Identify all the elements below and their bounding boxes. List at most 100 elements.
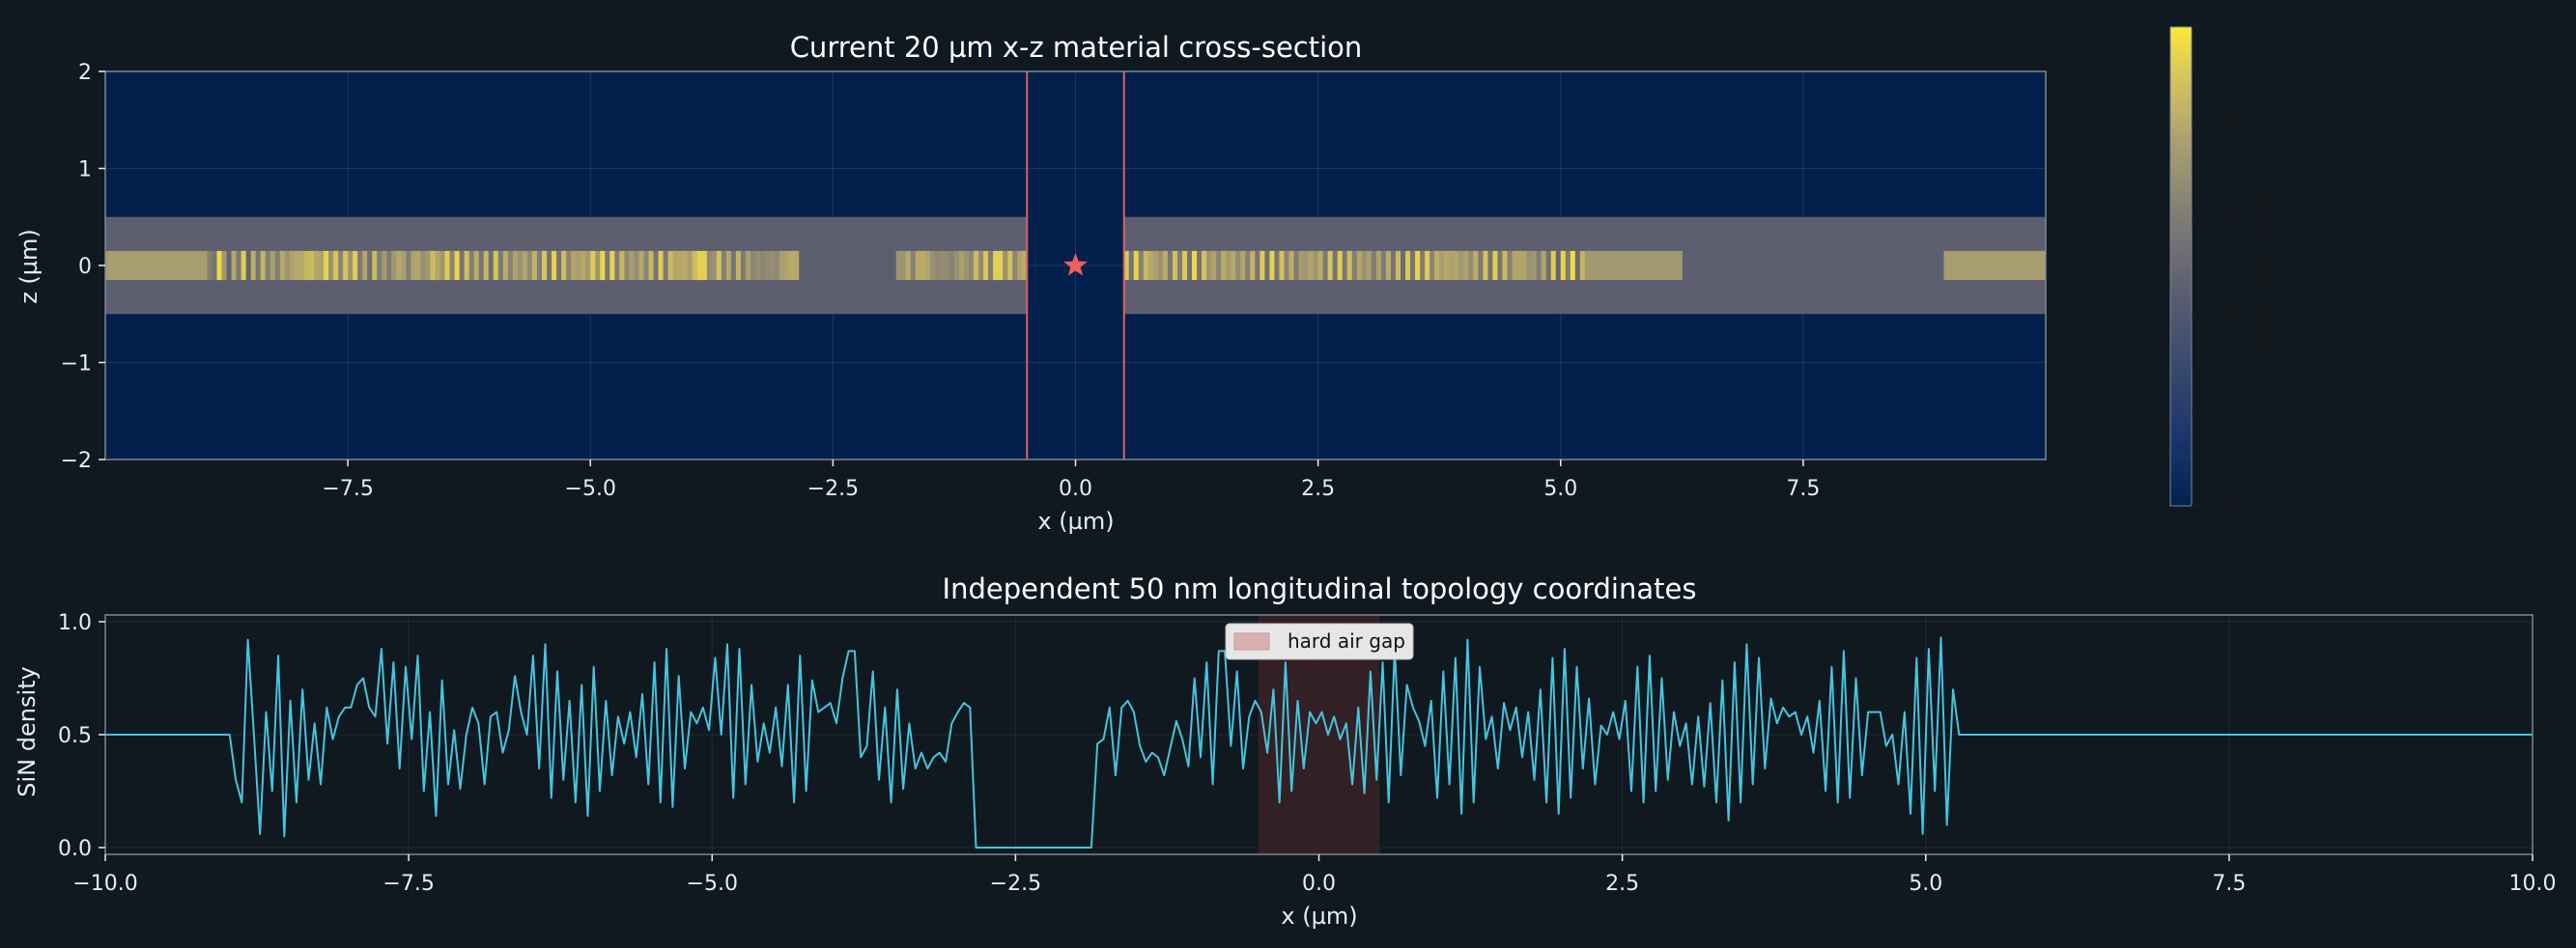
sin-strip-cell bbox=[1235, 250, 1241, 281]
sin-strip-cell bbox=[367, 250, 373, 281]
sin-strip-cell bbox=[852, 250, 859, 281]
sin-strip-cell bbox=[294, 250, 300, 281]
sin-strip-cell bbox=[1507, 250, 1514, 281]
cross-section-plot-area bbox=[104, 70, 2047, 460]
sin-strip-cell bbox=[1594, 250, 1600, 281]
sin-strip-cell bbox=[212, 250, 218, 281]
x-tick-label: 2.5 bbox=[1605, 872, 1639, 896]
sin-strip-cell bbox=[1653, 250, 1658, 281]
colorbar-tick-label: 2.0 bbox=[2209, 16, 2243, 41]
sin-strip-cell bbox=[1211, 250, 1217, 281]
sin-strip-cell bbox=[958, 250, 965, 281]
sin-strip-cell bbox=[804, 250, 809, 281]
sin-strip-cell bbox=[716, 250, 722, 281]
x-tick-label: −5.0 bbox=[687, 872, 738, 896]
sin-strip-cell bbox=[900, 250, 907, 281]
sin-strip-cell bbox=[1657, 250, 1663, 281]
sin-strip-cell bbox=[576, 250, 581, 281]
sin-strip-cell bbox=[1332, 250, 1339, 281]
sin-strip-cell bbox=[507, 250, 514, 281]
sin-strip-cell bbox=[1628, 250, 1634, 281]
sin-strip-cell bbox=[435, 250, 441, 281]
sin-strip-cell bbox=[1570, 250, 1576, 281]
sin-strip-cell bbox=[934, 250, 941, 281]
sin-strip-cell bbox=[619, 250, 626, 281]
sin-strip-cell bbox=[348, 250, 354, 281]
sin-strip-cell bbox=[910, 250, 917, 281]
sin-strip-cell bbox=[862, 250, 868, 281]
sin-strip-cell bbox=[1187, 250, 1193, 281]
sin-strip-cell bbox=[1468, 250, 1474, 281]
sin-strip-cell bbox=[1648, 250, 1654, 281]
sin-strip-cell bbox=[430, 250, 437, 281]
sin-strip-cell bbox=[677, 250, 684, 281]
sin-strip-cell bbox=[1624, 250, 1629, 281]
sin-strip-cell bbox=[1221, 250, 1227, 281]
sin-strip-cell bbox=[711, 250, 718, 281]
sin-strip-cell bbox=[269, 250, 276, 281]
sin-strip-cell bbox=[449, 250, 456, 281]
sin-strip-cell bbox=[915, 250, 921, 281]
sin-strip-cell bbox=[808, 250, 814, 281]
sin-strip-cell bbox=[721, 250, 727, 281]
sin-strip-cell bbox=[1395, 250, 1401, 281]
x-tick-label: 10.0 bbox=[2509, 872, 2557, 896]
sin-strip-cell bbox=[362, 250, 368, 281]
sin-strip-cell bbox=[735, 250, 742, 281]
density-panel: Independent 50 nm longitudinal topology … bbox=[14, 572, 2556, 930]
sin-strip-cell bbox=[1405, 250, 1411, 281]
sin-strip-uniform bbox=[105, 250, 208, 281]
sin-strip-cell bbox=[963, 250, 970, 281]
sin-strip-cell bbox=[357, 250, 363, 281]
sin-strip-cell bbox=[566, 250, 572, 281]
sin-strip-cell bbox=[406, 250, 412, 281]
sin-strip-cell bbox=[497, 250, 504, 281]
sin-strip-cell bbox=[988, 250, 994, 281]
sin-strip-cell bbox=[483, 250, 490, 281]
sin-strip-cell bbox=[983, 250, 989, 281]
sin-strip-cell bbox=[634, 250, 640, 281]
sin-strip-cell bbox=[775, 250, 780, 281]
x-tick-label: 0.0 bbox=[1302, 872, 1336, 896]
sin-strip-cell bbox=[512, 250, 519, 281]
sin-strip-cell bbox=[382, 250, 387, 281]
sin-strip-cell bbox=[260, 250, 267, 281]
x-tick-label: −2.5 bbox=[807, 477, 859, 501]
sin-density-line bbox=[105, 636, 2533, 849]
sin-strip-cell bbox=[425, 250, 432, 281]
sin-strip-cell bbox=[580, 250, 586, 281]
sin-strip-cell bbox=[552, 250, 557, 281]
sin-strip-cell bbox=[522, 250, 528, 281]
sin-strip-cell bbox=[1502, 250, 1509, 281]
y-tick-label: 0.0 bbox=[58, 837, 92, 861]
sin-strip-cell bbox=[1206, 250, 1212, 281]
sin-strip-cell bbox=[502, 250, 509, 281]
sin-strip-cell bbox=[1454, 250, 1459, 281]
x-tick-label: −7.5 bbox=[322, 477, 373, 501]
density-x-axis-label: x (µm) bbox=[1281, 903, 1357, 930]
sin-strip-cell bbox=[1385, 250, 1392, 281]
sin-strip-cell bbox=[1342, 250, 1348, 281]
y-tick-label: 1.0 bbox=[58, 611, 92, 635]
density-y-ticks: 1.0 0.5 0.0 bbox=[58, 611, 105, 861]
sin-strip-cell bbox=[1434, 250, 1440, 281]
sin-strip-cell bbox=[1128, 250, 1135, 281]
sin-strip-cell bbox=[770, 250, 776, 281]
sin-strip-cell bbox=[779, 250, 785, 281]
sin-strip-cell bbox=[1463, 250, 1469, 281]
sin-strip-cell bbox=[929, 250, 936, 281]
sin-strip-cell bbox=[1415, 250, 1421, 281]
sin-strip-cell bbox=[1255, 250, 1260, 281]
sin-strip-cell bbox=[333, 250, 339, 281]
sin-strip-cell bbox=[740, 250, 747, 281]
sin-strip-cell bbox=[459, 250, 466, 281]
sin-strip-cell bbox=[1574, 250, 1581, 281]
sin-strip-cell bbox=[531, 250, 538, 281]
sin-strip-cell bbox=[1375, 250, 1382, 281]
sin-strip-cell bbox=[600, 250, 606, 281]
sin-strip-cell bbox=[1380, 250, 1387, 281]
density-y-axis-label: SiN density bbox=[14, 666, 41, 796]
sin-strip-cell bbox=[784, 250, 790, 281]
sin-strip-cell bbox=[1123, 250, 1130, 281]
sin-strip-cell bbox=[1298, 250, 1305, 281]
